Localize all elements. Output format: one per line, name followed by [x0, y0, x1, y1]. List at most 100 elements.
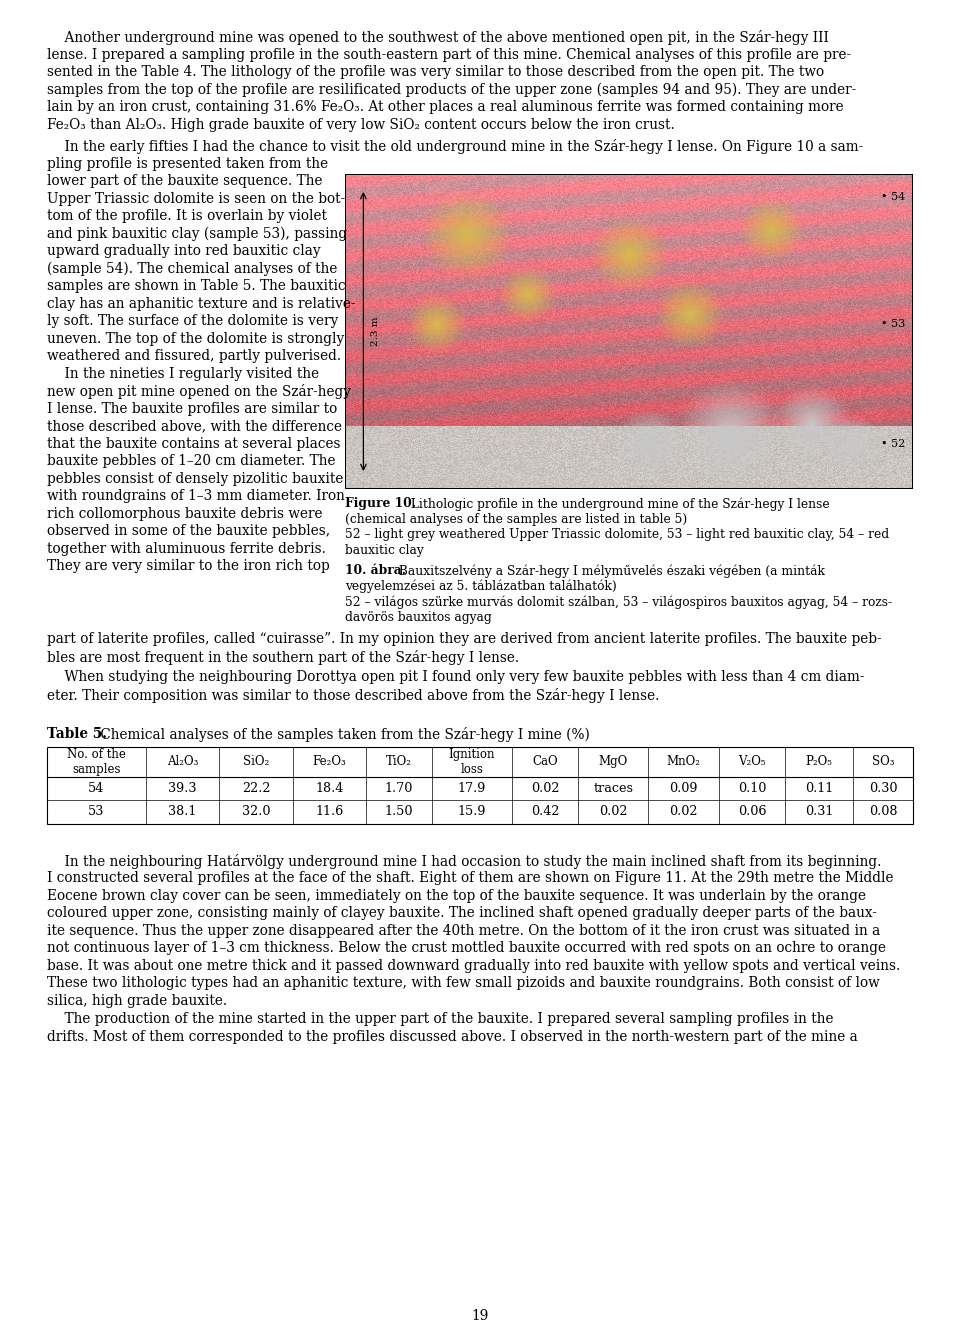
Text: Lithologic profile in the underground mine of the Szár-hegy I lense: Lithologic profile in the underground mi…: [407, 497, 830, 510]
Text: lower part of the bauxite sequence. The: lower part of the bauxite sequence. The: [47, 175, 323, 188]
Text: 0.09: 0.09: [669, 782, 698, 795]
Text: pebbles consist of densely pizolitic bauxite: pebbles consist of densely pizolitic bau…: [47, 471, 344, 486]
Text: with roundgrains of 1–3 mm diameter. Iron: with roundgrains of 1–3 mm diameter. Iro…: [47, 489, 345, 504]
Text: CaO: CaO: [532, 755, 558, 768]
Text: 53: 53: [88, 806, 105, 818]
Text: 2.3 m: 2.3 m: [372, 317, 380, 346]
Text: (chemical analyses of the samples are listed in table 5): (chemical analyses of the samples are li…: [346, 513, 687, 525]
Text: • 52: • 52: [880, 439, 905, 449]
Text: 0.30: 0.30: [869, 782, 898, 795]
Text: 0.10: 0.10: [738, 782, 766, 795]
Text: vegyelemzései az 5. táblázatban találhatók): vegyelemzései az 5. táblázatban találhat…: [346, 579, 617, 594]
Text: 0.06: 0.06: [738, 806, 766, 818]
Text: • 54: • 54: [880, 192, 905, 201]
Text: 32.0: 32.0: [242, 806, 270, 818]
Text: Upper Triassic dolomite is seen on the bot-: Upper Triassic dolomite is seen on the b…: [47, 192, 346, 205]
Text: davörös bauxitos agyag: davörös bauxitos agyag: [346, 611, 492, 623]
Text: TiO₂: TiO₂: [386, 755, 412, 768]
Text: SO₃: SO₃: [872, 755, 894, 768]
Text: 15.9: 15.9: [458, 806, 487, 818]
Text: Bauxitszelvény a Szár-hegy I mélyművelés északi végében (a minták: Bauxitszelvény a Szár-hegy I mélyművelés…: [396, 564, 826, 577]
Text: Figure 10.: Figure 10.: [346, 497, 417, 510]
Text: 0.11: 0.11: [804, 782, 833, 795]
Text: 54: 54: [88, 782, 105, 795]
Text: 39.3: 39.3: [168, 782, 197, 795]
Text: 0.02: 0.02: [599, 806, 628, 818]
Text: They are very similar to the iron rich top: They are very similar to the iron rich t…: [47, 559, 329, 573]
Text: samples are shown in Table 5. The bauxitic: samples are shown in Table 5. The bauxit…: [47, 279, 346, 293]
Text: Fe₂O₃ than Al₂O₃. High grade bauxite of very low SiO₂ content occurs below the i: Fe₂O₃ than Al₂O₃. High grade bauxite of …: [47, 117, 675, 132]
Text: lain by an iron crust, containing 31.6% Fe₂O₃. At other places a real aluminous : lain by an iron crust, containing 31.6% …: [47, 99, 844, 114]
Text: 52 – light grey weathered Upper Triassic dolomite, 53 – light red bauxitic clay,: 52 – light grey weathered Upper Triassic…: [346, 528, 890, 541]
Text: observed in some of the bauxite pebbles,: observed in some of the bauxite pebbles,: [47, 524, 330, 539]
Text: 0.02: 0.02: [669, 806, 698, 818]
Text: SiO₂: SiO₂: [243, 755, 269, 768]
Text: MgO: MgO: [599, 755, 628, 768]
Text: MnO₂: MnO₂: [667, 755, 701, 768]
Text: Fe₂O₃: Fe₂O₃: [313, 755, 347, 768]
Text: The production of the mine started in the upper part of the bauxite. I prepared : The production of the mine started in th…: [47, 1013, 833, 1026]
Text: P₂O₅: P₂O₅: [805, 755, 832, 768]
Text: silica, high grade bauxite.: silica, high grade bauxite.: [47, 994, 228, 1007]
Text: base. It was about one metre thick and it passed downward gradually into red bau: base. It was about one metre thick and i…: [47, 959, 900, 972]
Text: 52 – világos szürke murvás dolomit szálban, 53 – világospiros bauxitos agyag, 54: 52 – világos szürke murvás dolomit szálb…: [346, 595, 893, 608]
Text: 11.6: 11.6: [315, 806, 344, 818]
Text: In the neighbouring Határvölgy underground mine I had occasion to study the main: In the neighbouring Határvölgy undergrou…: [47, 854, 881, 869]
Text: Eocene brown clay cover can be seen, immediately on the top of the bauxite seque: Eocene brown clay cover can be seen, imm…: [47, 889, 866, 902]
Text: 1.70: 1.70: [385, 782, 413, 795]
Text: pling profile is presented taken from the: pling profile is presented taken from th…: [47, 157, 328, 171]
Text: bles are most frequent in the southern part of the Szár-hegy I lense.: bles are most frequent in the southern p…: [47, 650, 519, 665]
Text: Table 5.: Table 5.: [47, 727, 107, 741]
Text: lense. I prepared a sampling profile in the south-eastern part of this mine. Che: lense. I prepared a sampling profile in …: [47, 47, 852, 62]
Text: Ignition
loss: Ignition loss: [448, 748, 495, 776]
Text: clay has an aphanitic texture and is relative-: clay has an aphanitic texture and is rel…: [47, 297, 355, 310]
Text: those described above, with the difference: those described above, with the differen…: [47, 419, 342, 432]
Text: upward gradually into red bauxitic clay: upward gradually into red bauxitic clay: [47, 244, 321, 258]
Bar: [47, 747, 913, 823]
Text: traces: traces: [593, 782, 634, 795]
Text: Chemical analyses of the samples taken from the Szár-hegy I mine (%): Chemical analyses of the samples taken f…: [96, 727, 589, 741]
Text: uneven. The top of the dolomite is strongly: uneven. The top of the dolomite is stron…: [47, 332, 345, 345]
Text: samples from the top of the profile are resilificated products of the upper zone: samples from the top of the profile are …: [47, 82, 856, 97]
Text: Al₂O₃: Al₂O₃: [167, 755, 198, 768]
Text: tom of the profile. It is overlain by violet: tom of the profile. It is overlain by vi…: [47, 210, 327, 223]
Text: sented in the Table 4. The lithology of the profile was very similar to those de: sented in the Table 4. The lithology of …: [47, 64, 824, 79]
Text: 10. ábra.: 10. ábra.: [346, 564, 406, 577]
Text: When studying the neighbouring Dorottya open pit I found only very few bauxite p: When studying the neighbouring Dorottya …: [47, 670, 865, 684]
Text: rich collomorphous bauxite debris were: rich collomorphous bauxite debris were: [47, 506, 323, 521]
Text: coloured upper zone, consisting mainly of clayey bauxite. The inclined shaft ope: coloured upper zone, consisting mainly o…: [47, 907, 876, 920]
Text: (sample 54). The chemical analyses of the: (sample 54). The chemical analyses of th…: [47, 262, 337, 275]
Text: part of laterite profiles, called “cuirasse”. In my opinion they are derived fro: part of laterite profiles, called “cuira…: [47, 633, 881, 646]
Text: 0.02: 0.02: [531, 782, 559, 795]
Text: together with aluminuous ferrite debris.: together with aluminuous ferrite debris.: [47, 541, 325, 556]
Text: 19: 19: [471, 1309, 489, 1323]
Text: 22.2: 22.2: [242, 782, 270, 795]
Text: that the bauxite contains at several places: that the bauxite contains at several pla…: [47, 436, 341, 450]
Text: and pink bauxitic clay (sample 53), passing: and pink bauxitic clay (sample 53), pass…: [47, 227, 348, 240]
Text: drifts. Most of them corresponded to the profiles discussed above. I observed in: drifts. Most of them corresponded to the…: [47, 1030, 857, 1044]
Text: ly soft. The surface of the dolomite is very: ly soft. The surface of the dolomite is …: [47, 314, 338, 328]
Text: I lense. The bauxite profiles are similar to: I lense. The bauxite profiles are simila…: [47, 402, 337, 415]
Text: not continuous layer of 1–3 cm thickness. Below the crust mottled bauxite occurr: not continuous layer of 1–3 cm thickness…: [47, 941, 886, 955]
Text: bauxite pebbles of 1–20 cm diameter. The: bauxite pebbles of 1–20 cm diameter. The: [47, 454, 335, 467]
Text: No. of the
samples: No. of the samples: [67, 748, 126, 776]
Text: 38.1: 38.1: [168, 806, 197, 818]
Text: 17.9: 17.9: [458, 782, 486, 795]
Text: • 53: • 53: [880, 320, 905, 329]
Text: 0.42: 0.42: [531, 806, 559, 818]
Text: 18.4: 18.4: [315, 782, 344, 795]
Text: In the early fifties I had the chance to visit the old underground mine in the S: In the early fifties I had the chance to…: [47, 138, 863, 154]
Text: new open pit mine opened on the Szár-hegy: new open pit mine opened on the Szár-heg…: [47, 384, 351, 399]
Text: I constructed several profiles at the face of the shaft. Eight of them are shown: I constructed several profiles at the fa…: [47, 872, 894, 885]
Text: 0.31: 0.31: [804, 806, 833, 818]
Text: These two lithologic types had an aphanitic texture, with few small pizoids and : These two lithologic types had an aphani…: [47, 976, 879, 990]
Text: ite sequence. Thus the upper zone disappeared after the 40th metre. On the botto: ite sequence. Thus the upper zone disapp…: [47, 924, 880, 937]
Text: V₂O₅: V₂O₅: [738, 755, 766, 768]
Text: In the nineties I regularly visited the: In the nineties I regularly visited the: [47, 367, 319, 380]
Text: weathered and fissured, partly pulverised.: weathered and fissured, partly pulverise…: [47, 349, 341, 363]
Text: 0.08: 0.08: [869, 806, 898, 818]
Text: eter. Their composition was similar to those described above from the Szár-hegy : eter. Their composition was similar to t…: [47, 688, 660, 702]
Text: 1.50: 1.50: [385, 806, 414, 818]
Text: Another underground mine was opened to the southwest of the above mentioned open: Another underground mine was opened to t…: [47, 30, 828, 46]
Text: bauxitic clay: bauxitic clay: [346, 544, 424, 556]
